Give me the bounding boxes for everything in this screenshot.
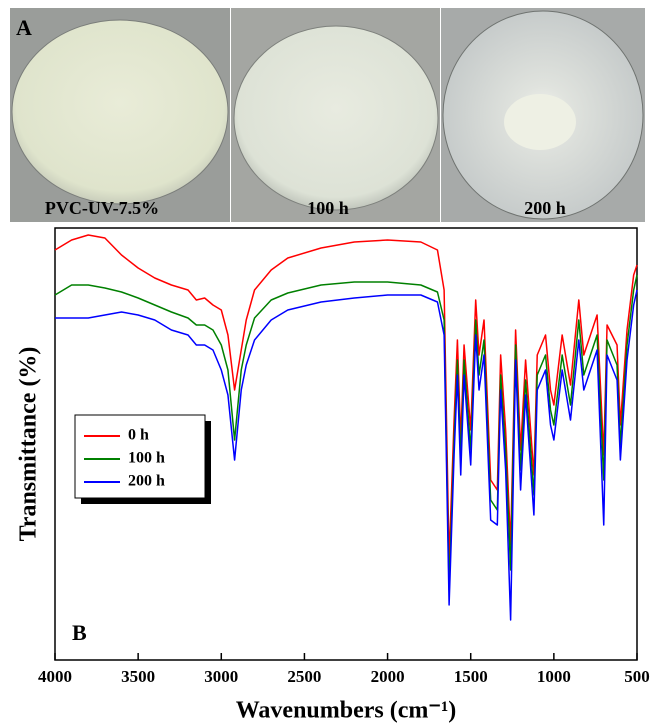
panel-label: A: [16, 15, 32, 40]
x-tick-label: 3500: [121, 667, 155, 686]
powder: [504, 94, 576, 150]
caption: 200 h: [524, 198, 566, 218]
photos: A PVC-UV-7.5% 100 h 200 h: [10, 8, 645, 222]
y-axis-label: Transmittance (%): [16, 347, 42, 542]
x-tick-label: 1500: [454, 667, 488, 686]
x-tick-label: 1000: [537, 667, 571, 686]
caption: PVC-UV-7.5%: [45, 198, 159, 218]
plot-frame: [54, 227, 638, 661]
dish: [233, 25, 439, 211]
x-tick-label: 500: [624, 667, 650, 686]
legend-label: 0 h: [128, 427, 149, 444]
x-tick-label: 2500: [287, 667, 321, 686]
x-tick-label: 2000: [371, 667, 405, 686]
legend: [74, 414, 206, 499]
caption: 100 h: [307, 198, 349, 218]
x-tick-label: 4000: [38, 667, 72, 686]
spectrum-line: [54, 234, 638, 561]
spectrum-line: [55, 289, 638, 621]
spectrum-line: [54, 274, 638, 591]
legend-label: 200 h: [128, 473, 165, 490]
dish: [11, 19, 229, 205]
x-axis-label: Wavenumbers (cm⁻¹): [236, 698, 457, 724]
x-tick-label: 3000: [204, 667, 238, 686]
legend-label: 100 h: [128, 450, 165, 467]
panel-label: B: [72, 620, 87, 645]
